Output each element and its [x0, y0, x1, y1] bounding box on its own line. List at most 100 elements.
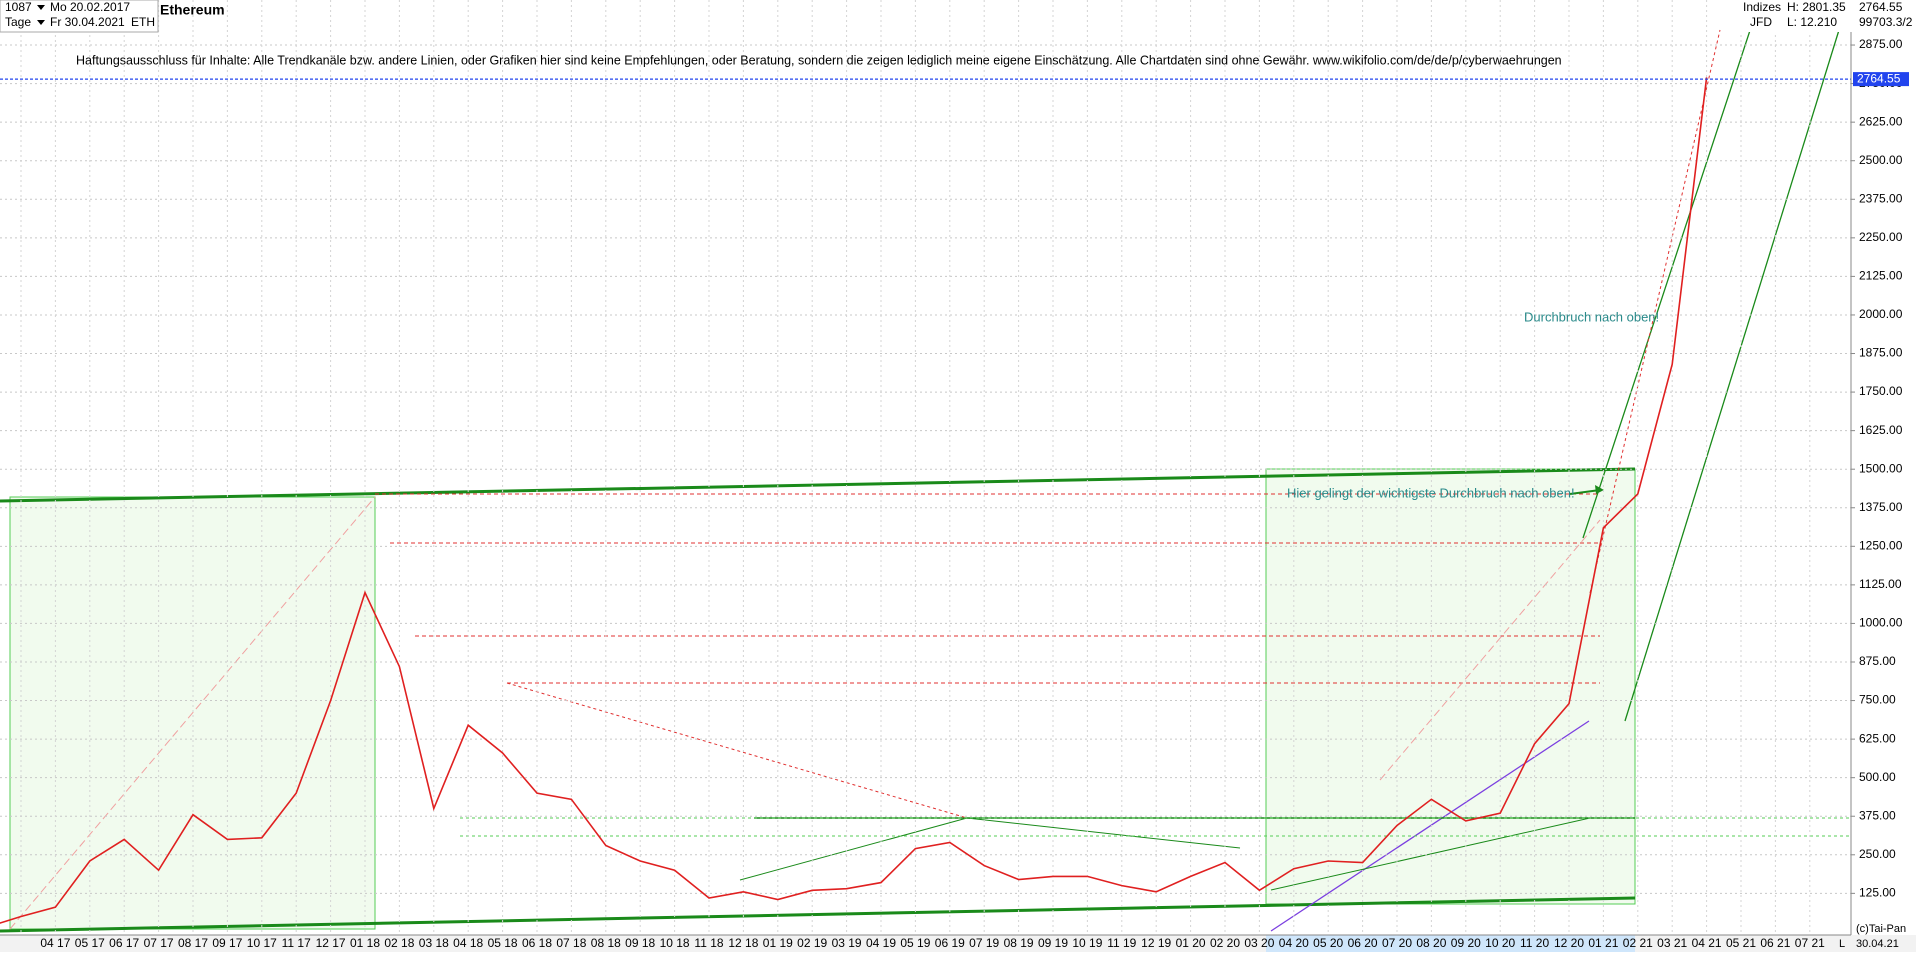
y-tick-label: 2250.00: [1859, 230, 1903, 244]
x-tick-label: 09 20: [1451, 936, 1481, 950]
x-tick-label: 08 18: [591, 936, 621, 950]
x-tick-label: 02 19: [797, 936, 827, 950]
x-tick-label: 12 19: [1141, 936, 1171, 950]
x-tick-label: 12 18: [728, 936, 758, 950]
x-tick-label: 01 20: [1176, 936, 1206, 950]
y-tick-label: 2125.00: [1859, 269, 1903, 283]
y-tick-label: 1500.00: [1859, 461, 1903, 475]
disclaimer: Haftungsausschluss für Inhalte: Alle Tre…: [76, 53, 1562, 67]
axis-panel: [1851, 0, 1916, 952]
x-tick-label: 09 18: [625, 936, 655, 950]
end-date: Fr 30.04.2021: [50, 15, 125, 29]
x-tick-label: 09 19: [1038, 936, 1068, 950]
x-tick-label: 05 21: [1726, 936, 1756, 950]
x-tick-label: 01 21: [1588, 936, 1618, 950]
x-tick-label: 04 21: [1692, 936, 1722, 950]
x-tick-label: 02 20: [1210, 936, 1240, 950]
x-tick-label: 10 20: [1485, 936, 1515, 950]
trend-line: [739, 817, 968, 881]
x-tick-label: 03 19: [832, 936, 862, 950]
x-tick-label: 04 19: [866, 936, 896, 950]
y-tick-label: 1625.00: [1859, 423, 1903, 437]
zone-box: [1265, 468, 1636, 905]
y-tick-label: 125.00: [1859, 886, 1896, 900]
x-tick-label: 10 17: [247, 936, 277, 950]
y-tick-label: 250.00: [1859, 847, 1896, 861]
trend-line: [1270, 817, 1591, 891]
dropdown[interactable]: [37, 5, 45, 10]
y-tick-label: 1750.00: [1859, 384, 1903, 398]
footer-copyright: (c)Tai-Pan: [1856, 923, 1906, 935]
extra: 99703.3/2: [1859, 15, 1913, 29]
x-tick-label: 03 18: [419, 936, 449, 950]
trend-line: [1589, 29, 1721, 594]
count[interactable]: 1087: [5, 0, 32, 14]
footer-date: 30.04.21: [1856, 938, 1899, 950]
last-price-label: 2764.55: [1857, 71, 1901, 85]
x-tick-label: 07 20: [1382, 936, 1412, 950]
trend-line: [1379, 519, 1601, 781]
x-tick-label: 07 17: [144, 936, 174, 950]
high: H: 2801.35: [1787, 0, 1846, 14]
grid: [0, 0, 1851, 935]
x-tick-label: 08 20: [1416, 936, 1446, 950]
x-tick-label: 06 17: [109, 936, 139, 950]
annotation: Hier gelingt der wichtigste Durchbruch n…: [1287, 485, 1575, 500]
marks: [0, 77, 1851, 924]
trend-line: [1582, 0, 1761, 539]
header-info: [1740, 0, 1916, 32]
annotation: Durchbruch nach oben!: [1524, 309, 1659, 324]
y-tick-label: 2625.00: [1859, 114, 1903, 128]
x-tick-label: 06 19: [935, 936, 965, 950]
x-tick-label: 04 20: [1279, 936, 1309, 950]
x-tick-label: 07 19: [969, 936, 999, 950]
low: L: 12.210: [1787, 15, 1837, 29]
x-tick-label: 02 21: [1623, 936, 1653, 950]
y-tick-label: 875.00: [1859, 654, 1896, 668]
y-tick-label: 1250.00: [1859, 538, 1903, 552]
x-tick-label: 03 20: [1244, 936, 1274, 950]
dropdown[interactable]: [37, 20, 45, 25]
arrow-head: [1595, 485, 1604, 494]
x-tick-label: 01 18: [350, 936, 380, 950]
y-tick-label: 1125.00: [1859, 577, 1902, 591]
x-tick-label: 02 18: [384, 936, 414, 950]
y-tick-label: 1375.00: [1859, 500, 1903, 514]
x-tick-label: 10 18: [660, 936, 690, 950]
y-tick-label: 625.00: [1859, 731, 1896, 745]
x-tick-label: 11 17: [282, 936, 311, 950]
x-tick-label: 05 18: [488, 936, 518, 950]
drawings: [0, 0, 1916, 933]
y-tick-label: 750.00: [1859, 693, 1896, 707]
y-tick-label: 1875.00: [1859, 346, 1903, 360]
x-tick-label: 01 19: [763, 936, 793, 950]
y-tick-label: 2375.00: [1859, 191, 1903, 205]
y-tick-label: 1000.00: [1859, 616, 1903, 630]
footer-l: L: [1839, 938, 1845, 950]
x-tick-label: 05 20: [1313, 936, 1343, 950]
x-tick-label: 07 18: [556, 936, 586, 950]
source: Indizes: [1743, 0, 1781, 14]
x-tick-label: 12 17: [316, 936, 346, 950]
y-tick-label: 2000.00: [1859, 307, 1903, 321]
y-tick-label: 375.00: [1859, 808, 1896, 822]
trend-line: [1624, 29, 1840, 722]
x-tick-label: 11 18: [694, 936, 723, 950]
x-tick-label: 03 21: [1657, 936, 1687, 950]
period[interactable]: Tage: [5, 15, 31, 29]
y-tick-label: 2875.00: [1859, 37, 1903, 51]
price-line: [0, 77, 1708, 924]
x-tick-label: 05 17: [75, 936, 105, 950]
arrow: [1569, 489, 1601, 495]
x-tick-label: 09 17: [212, 936, 242, 950]
start-date: Mo 20.02.2017: [50, 0, 130, 14]
x-tick-label: 04 17: [40, 936, 70, 950]
x-tick-label: 07 21: [1795, 936, 1825, 950]
chart-title: Ethereum: [160, 2, 225, 18]
x-tick-label: 10 19: [1072, 936, 1102, 950]
level-line: [506, 682, 968, 819]
axes: 125.00 250.00 375.00 500.00 625.00 750.00 875.…: [40, 37, 1909, 950]
symbol: ETH: [131, 15, 155, 29]
